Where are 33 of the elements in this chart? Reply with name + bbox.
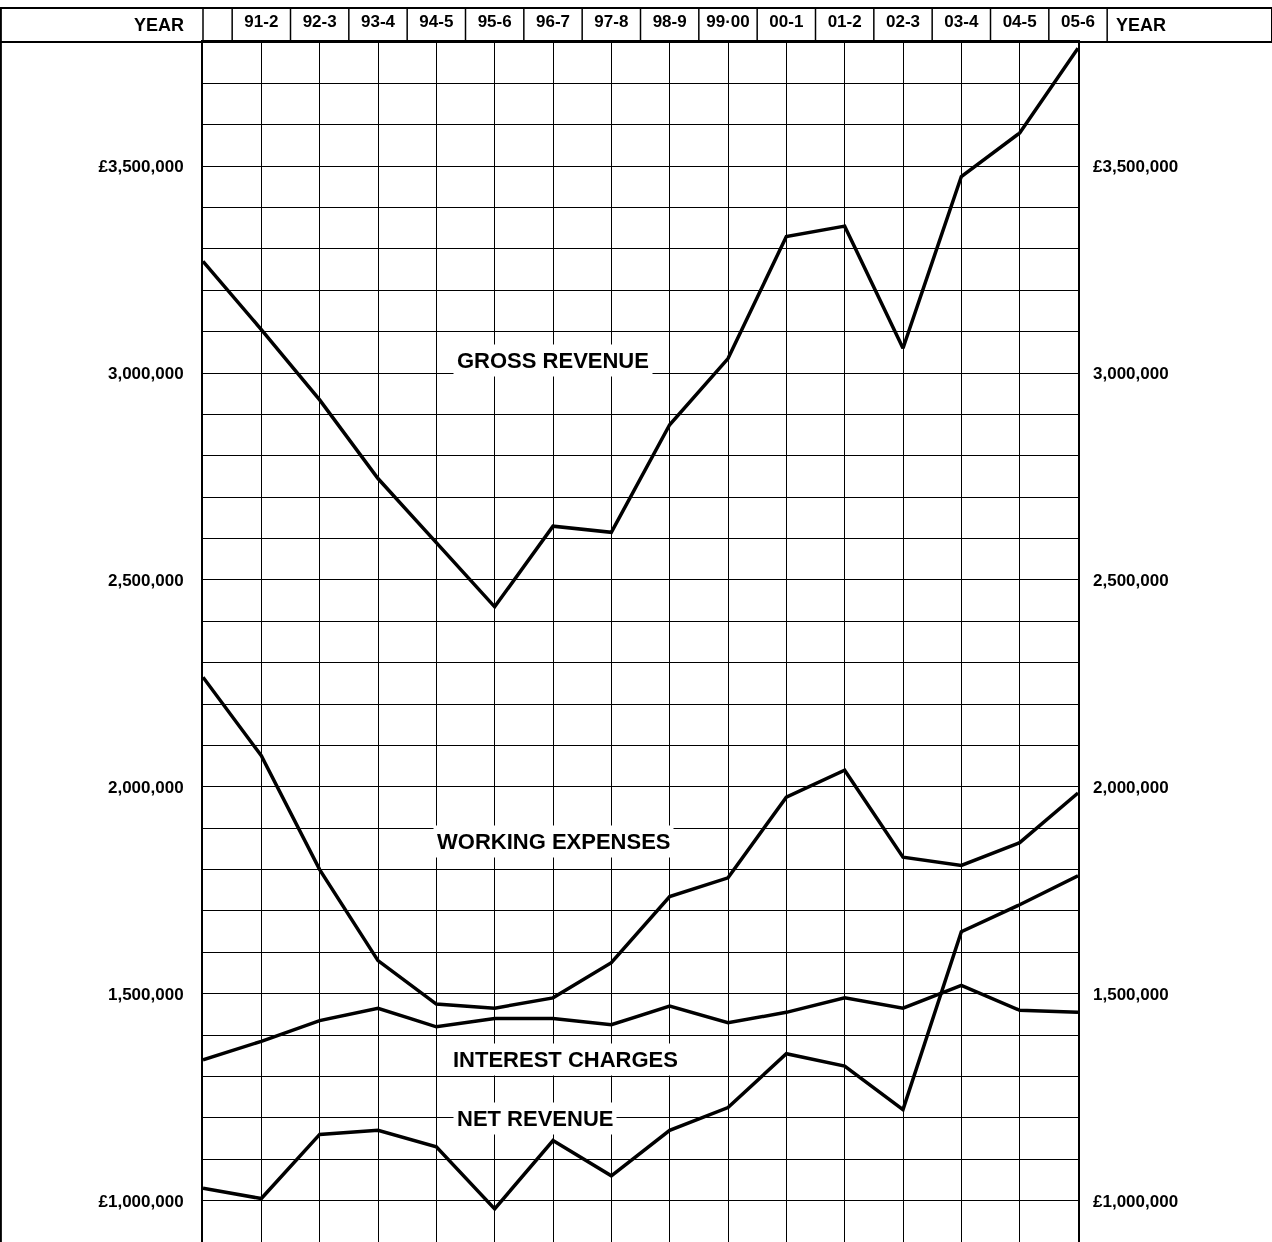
y2-tick-label: £1,000,000: [1093, 1191, 1179, 1211]
x-tick-label: 95-6: [477, 12, 512, 32]
y2-tick-label: 2,500,000: [1093, 570, 1169, 590]
x-tick-label: 99·00: [706, 12, 750, 32]
x-tick-label: 92-3: [302, 12, 337, 32]
x-tick-label: 94-5: [419, 12, 454, 32]
x-tick-label: 97-8: [594, 12, 629, 32]
y-tick-label: 1,500,000: [107, 984, 184, 1004]
y-tick-label: 2,500,000: [107, 570, 184, 590]
y2-tick-label: 1,500,000: [1093, 984, 1169, 1004]
text: GROSS REVENUE: [457, 348, 649, 373]
x-tick-label: 00-1: [769, 12, 804, 32]
series-label: INTEREST CHARGES: [453, 1047, 678, 1072]
y-tick-label: £1,000,000: [98, 1191, 184, 1211]
x-tick-label: 96-7: [535, 12, 571, 32]
y-tick-label: 2,000,000: [107, 777, 184, 797]
y-tick-label: £3,500,000: [98, 157, 184, 177]
x-tick-label: 93-4: [360, 12, 396, 32]
x-tick-label: 05-6: [1060, 12, 1096, 32]
x-axis-title: YEAR: [134, 15, 185, 35]
y2-tick-label: 2,000,000: [1093, 777, 1169, 797]
series-label: WORKING EXPENSES: [437, 829, 671, 854]
x-tick-label: 98-9: [652, 12, 687, 32]
y-tick-label: 3,000,000: [107, 363, 184, 383]
x-tick-label: 04-5: [1002, 12, 1037, 32]
x-tick-label: 03-4: [944, 12, 979, 32]
x-tick-label: 02-3: [885, 12, 921, 32]
series-label: NET REVENUE: [457, 1106, 614, 1131]
y2-tick-label: £3,500,000: [1093, 157, 1179, 177]
x-tick-label: 01-2: [827, 12, 862, 32]
text: YEAR: [1116, 15, 1167, 35]
x-tick-label: 91-2: [244, 12, 279, 32]
y2-tick-label: 3,000,000: [1093, 363, 1169, 383]
